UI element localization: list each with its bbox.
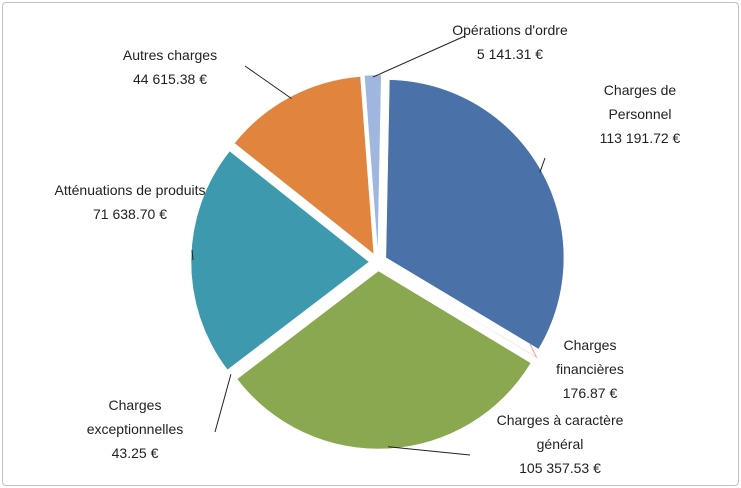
- category-label: Charges exceptionnelles: [86, 397, 184, 437]
- category-label: Charges à caractère général: [496, 412, 624, 452]
- pie-slice: [190, 150, 370, 371]
- value-label: 5 141.31 €: [476, 46, 544, 62]
- category-label: Opérations d'ordre: [452, 22, 568, 38]
- category-label: Autres charges: [122, 47, 218, 63]
- leader-line: [539, 157, 546, 173]
- data-label: Charges de Personnel 113 191.72 €: [575, 78, 705, 150]
- leader-line: [214, 374, 232, 433]
- pie-slice: [228, 267, 371, 376]
- data-label: Charges exceptionnelles 43.25 €: [60, 393, 210, 465]
- data-label: Charges financières 176.87 €: [530, 333, 650, 405]
- leader-line: [388, 446, 471, 456]
- data-label: Autres charges 44 615.38 €: [95, 43, 245, 91]
- value-label: 176.87 €: [562, 385, 618, 401]
- data-label: Atténuations de produits 71 638.70 €: [45, 178, 215, 226]
- value-label: 44 615.38 €: [133, 71, 207, 87]
- value-label: 113 191.72 €: [599, 130, 681, 146]
- category-label: Charges financières: [556, 337, 624, 377]
- data-label: Charges à caractère général 105 357.53 €: [475, 408, 645, 480]
- pie-slice: [364, 74, 382, 254]
- pie-slice: [236, 270, 532, 450]
- value-label: 71 638.70 €: [93, 206, 167, 222]
- category-label: Atténuations de produits: [54, 182, 206, 198]
- value-label: 105 357.53 €: [519, 460, 601, 476]
- category-label: Charges de Personnel: [603, 82, 677, 122]
- leader-line: [244, 65, 292, 99]
- data-label: Opérations d'ordre 5 141.31 €: [450, 18, 570, 66]
- pie-slice: [385, 266, 539, 359]
- pie-slice: [234, 76, 375, 255]
- leader-line: [529, 343, 537, 358]
- value-label: 43.25 €: [111, 445, 159, 461]
- leader-line: [191, 249, 194, 261]
- leader-line: [372, 35, 466, 78]
- pie-slice: [385, 79, 565, 350]
